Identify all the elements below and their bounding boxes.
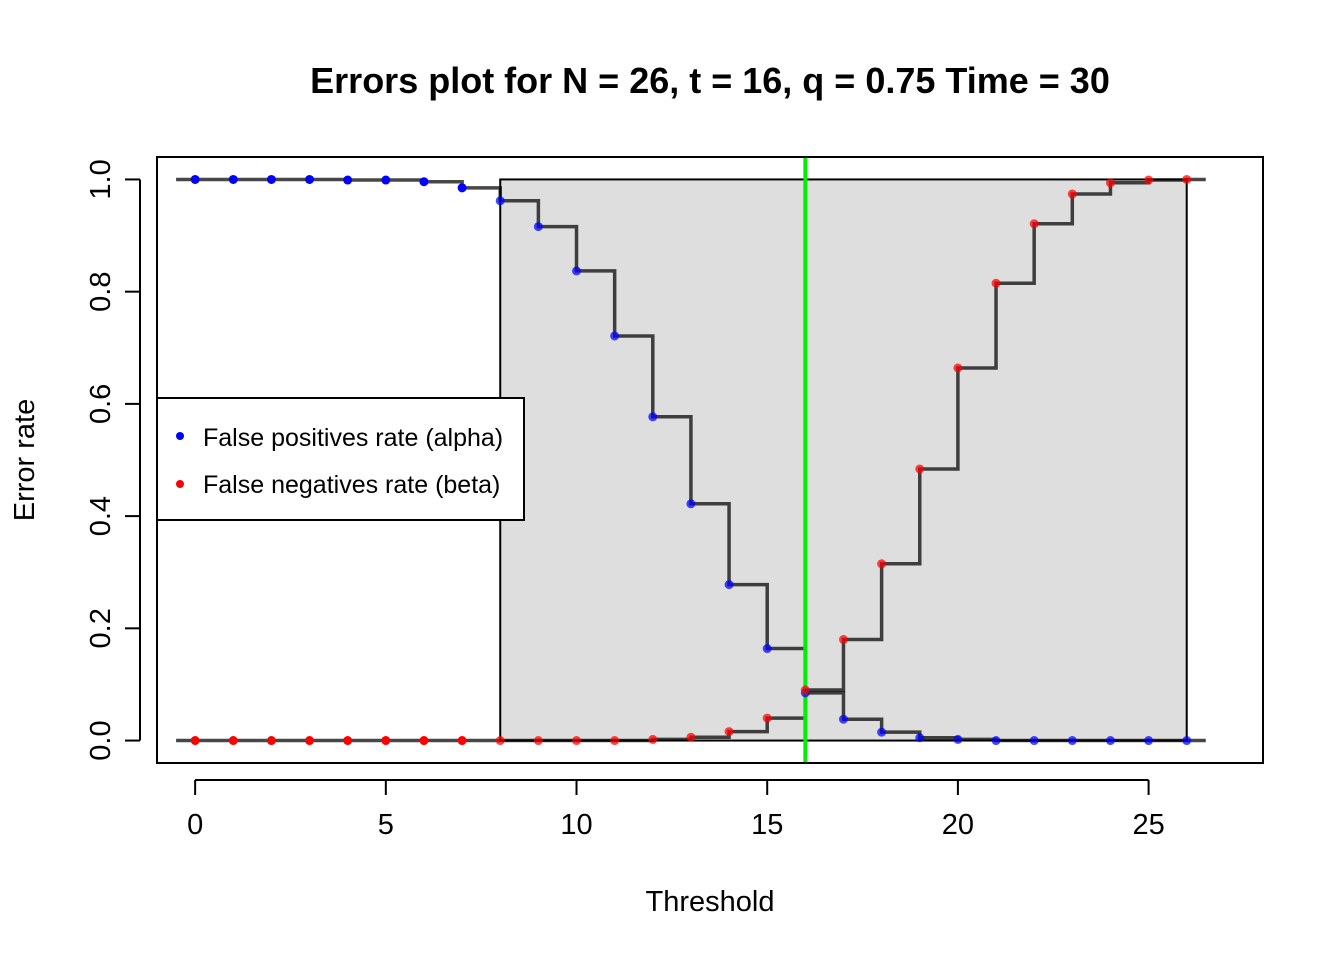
data-point-series-1-11 [610,736,620,746]
data-point-series-1-18 [877,559,887,569]
data-point-series-0-19 [915,733,925,743]
legend-marker-alpha [176,432,184,440]
x-tick-label-20: 20 [942,809,974,841]
data-point-series-1-10 [572,736,582,746]
data-point-series-0-5 [381,175,391,185]
legend-box [156,397,525,521]
data-point-series-1-16 [800,685,810,695]
data-point-series-0-7 [457,183,467,193]
y-tick-label-3: 0.6 [85,384,117,424]
step-line-series-0 [176,177,1206,743]
data-point-series-0-0 [190,174,200,184]
data-point-series-1-2 [266,736,276,746]
data-point-series-0-10 [572,266,582,276]
data-point-series-1-8 [495,736,505,746]
data-point-series-1-20 [953,363,963,373]
data-point-series-1-1 [228,736,238,746]
data-point-series-1-4 [343,736,353,746]
x-axis: 0 5 10 15 20 25 [187,779,1165,841]
chart-title: Errors plot for N = 26, t = 16, q = 0.75… [310,60,1110,101]
data-point-series-0-3 [305,174,315,184]
data-point-series-1-21 [991,278,1001,288]
x-tick-label-25: 25 [1132,809,1164,841]
data-point-series-0-20 [953,734,963,744]
data-point-series-0-6 [419,177,429,187]
data-point-series-0-26 [1182,736,1192,746]
data-point-series-0-18 [877,727,887,737]
x-tick-label-5: 5 [378,809,394,841]
data-point-series-1-24 [1105,178,1115,188]
legend: False positives rate (alpha) False negat… [156,397,525,521]
data-point-series-0-21 [991,736,1001,746]
data-point-series-0-11 [610,331,620,341]
data-points [190,174,1192,746]
x-tick-label-15: 15 [751,809,783,841]
y-tick-label-0: 0.0 [85,720,117,760]
data-point-series-0-22 [1029,736,1039,746]
data-point-series-0-4 [343,175,353,185]
y-tick-label-4: 0.8 [85,272,117,312]
data-point-series-0-12 [648,412,658,422]
data-point-series-1-5 [381,736,391,746]
legend-marker-beta [176,480,184,488]
x-axis-title: Threshold [646,886,775,918]
data-point-series-1-3 [305,736,315,746]
data-point-series-1-12 [648,734,658,744]
legend-label-beta: False negatives rate (beta) [203,471,500,499]
data-point-series-1-25 [1144,175,1154,185]
data-point-series-0-23 [1067,736,1077,746]
data-point-series-1-7 [457,736,467,746]
data-point-series-0-14 [724,580,734,590]
data-point-series-1-13 [686,732,696,742]
data-point-series-0-8 [495,196,505,206]
y-axis-title: Error rate [9,399,41,521]
data-point-series-0-24 [1105,736,1115,746]
data-point-series-0-13 [686,499,696,509]
data-point-series-0-2 [266,174,276,184]
y-axis: 0.0 0.2 0.4 0.6 0.8 1.0 [85,159,141,761]
data-point-series-0-1 [228,174,238,184]
data-point-series-1-15 [762,713,772,723]
data-point-series-1-19 [915,464,925,474]
data-point-series-1-23 [1067,189,1077,199]
data-point-series-1-9 [533,736,543,746]
step-lines [176,157,1206,763]
data-point-series-1-6 [419,736,429,746]
x-tick-label-0: 0 [187,809,203,841]
data-point-series-1-22 [1029,219,1039,229]
data-point-series-0-25 [1144,736,1154,746]
data-point-series-1-17 [838,635,848,645]
data-point-series-1-0 [190,736,200,746]
y-tick-label-2: 0.4 [85,496,117,536]
y-tick-label-5: 1.0 [85,159,117,199]
data-point-series-1-26 [1182,174,1192,184]
legend-label-alpha: False positives rate (alpha) [203,424,503,452]
data-point-series-0-9 [533,222,543,232]
data-point-series-0-17 [838,714,848,724]
data-point-series-0-15 [762,644,772,654]
x-tick-label-10: 10 [560,809,592,841]
y-tick-label-1: 0.2 [85,608,117,648]
data-point-series-1-14 [724,727,734,737]
